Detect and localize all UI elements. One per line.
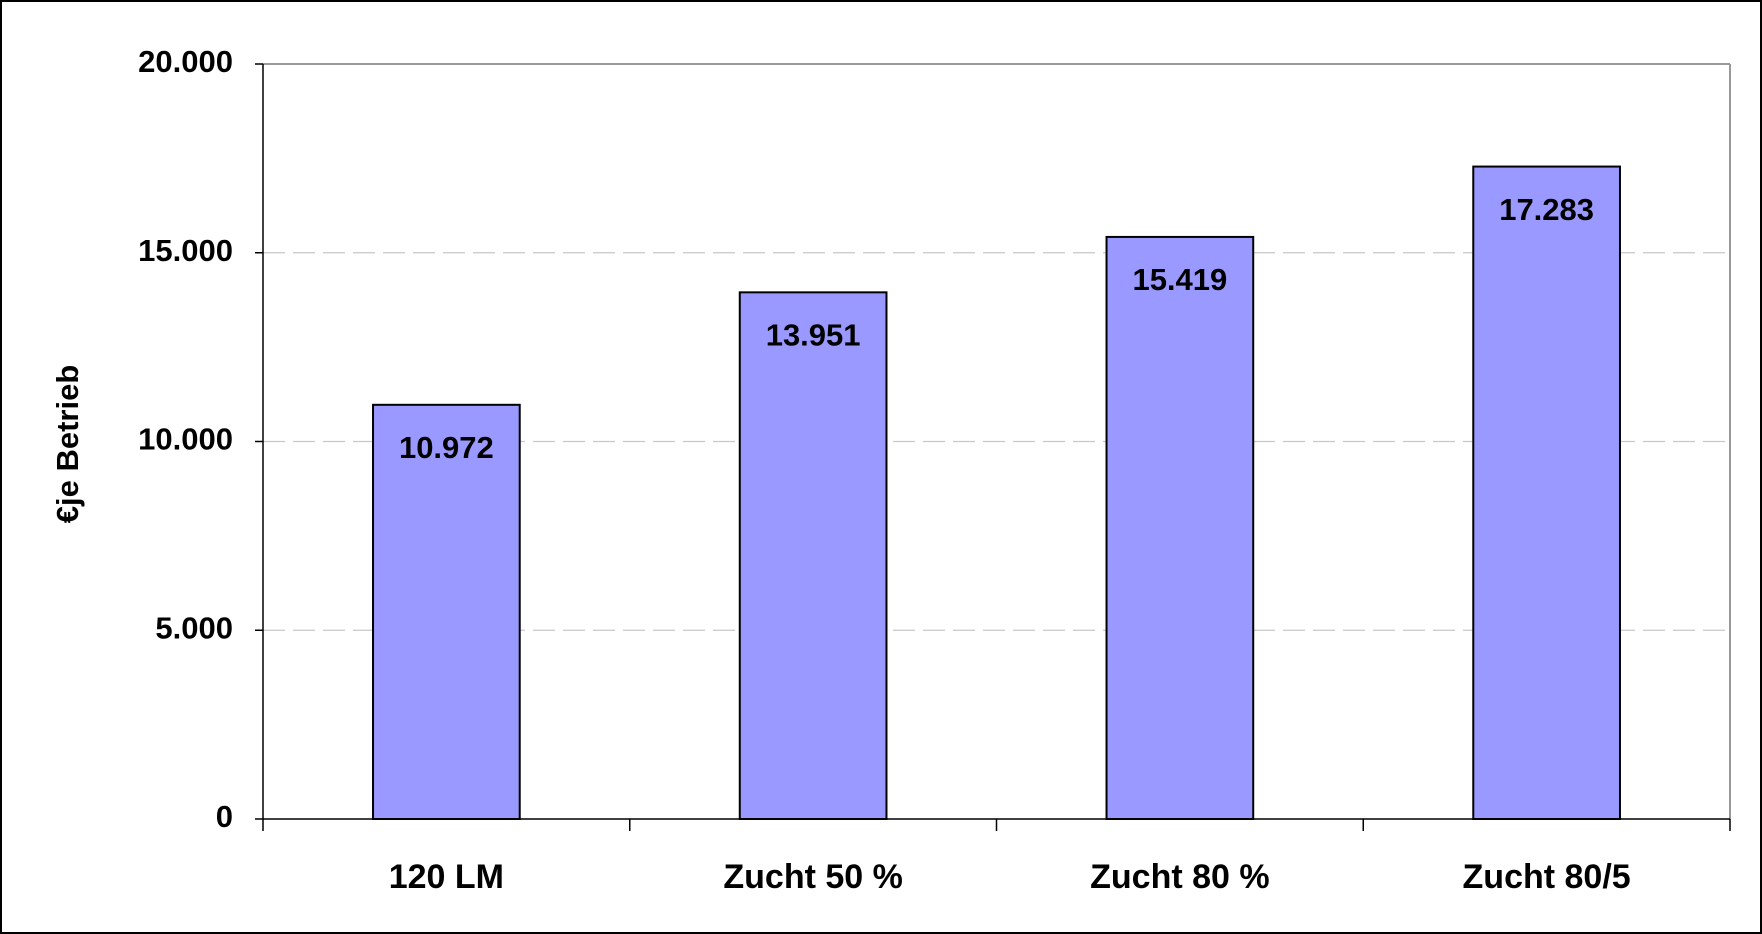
x-tick-label: 120 LM <box>389 858 504 896</box>
data-label: 17.283 <box>1499 192 1594 227</box>
y-tick-label: 20.000 <box>138 44 233 79</box>
bar <box>372 403 521 820</box>
y-tick-label: 0 <box>216 799 233 834</box>
y-axis-label: €je Betrieb <box>50 365 85 524</box>
bar <box>738 291 888 821</box>
data-label: 10.972 <box>399 430 494 465</box>
y-tick-label: 15.000 <box>138 233 233 268</box>
bar <box>1105 235 1255 821</box>
data-label: 13.951 <box>766 318 861 353</box>
data-label: 15.419 <box>1132 262 1227 297</box>
x-tick-label: Zucht 80/5 <box>1463 858 1631 896</box>
x-tick-label: Zucht 50 % <box>723 858 902 896</box>
bar <box>1472 165 1621 820</box>
x-tick-label: Zucht 80 % <box>1090 858 1269 896</box>
y-tick-label: 5.000 <box>155 610 233 645</box>
y-tick-label: 10.000 <box>138 422 233 457</box>
